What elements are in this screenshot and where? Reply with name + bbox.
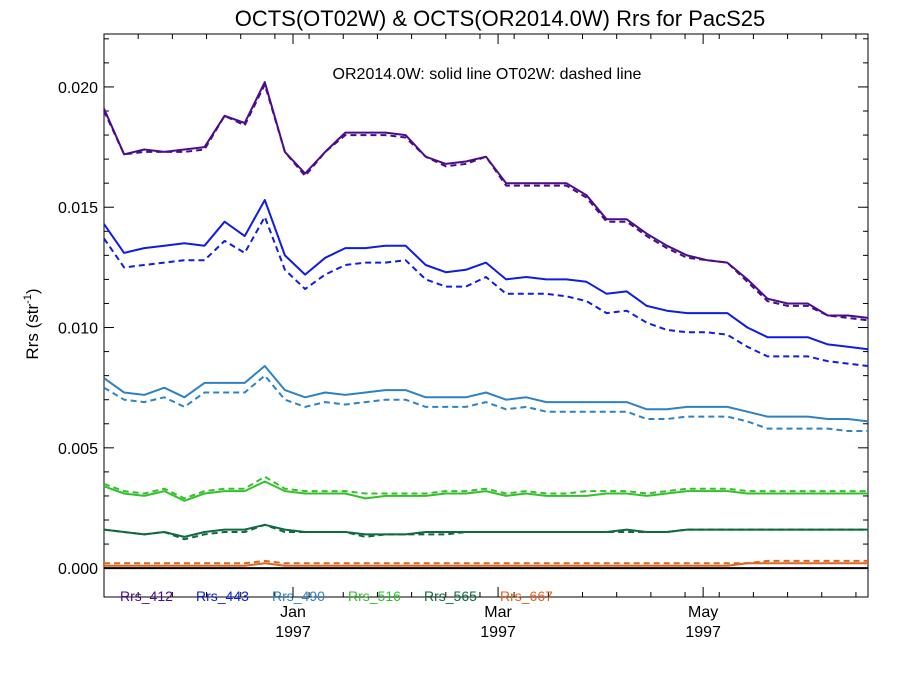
series-rrs-516-dashed-line	[103, 475, 868, 500]
legend-item-rrs-412: Rrs_412	[120, 588, 173, 604]
legend: Rrs_412 Rrs_443 Rrs_490 Rrs_516 Rrs_565 Rrs_6…	[120, 588, 553, 604]
x-tick-label-month: Jan	[280, 604, 306, 621]
legend-item-rrs-443: Rrs_443	[196, 588, 249, 604]
legend-item-rrs-516: Rrs_516	[348, 588, 401, 604]
plot-frame	[103, 33, 869, 598]
y-axis-label: Rrs (str-1)	[22, 288, 42, 359]
y-tick-label: 0.000	[58, 561, 98, 578]
line-style-annotation: OR2014.0W: solid line OT02W: dashed line	[333, 66, 642, 83]
chart-title: OCTS(OT02W) & OCTS(OR2014.0W) Rrs for Pa…	[235, 6, 766, 31]
series-rrs-565-solid-line	[103, 523, 868, 538]
y-axis-label-main: Rrs (str	[23, 304, 42, 360]
series-rrs-443-dashed-line	[103, 215, 869, 367]
legend-item-rrs-490: Rrs_490	[272, 588, 325, 604]
series-layer	[103, 81, 869, 567]
legend-item-rrs-565: Rrs_565	[424, 588, 477, 604]
x-tick-label-month: May	[688, 604, 718, 621]
series-rrs-490-dashed-line	[103, 374, 868, 432]
x-tick-label-year: 1997	[685, 624, 721, 641]
series-rrs-516-solid-line	[103, 480, 868, 502]
y-tick-label: 0.015	[58, 200, 98, 217]
series-rrs-667-solid-line	[104, 562, 868, 567]
y-axis-label-close: )	[23, 288, 42, 294]
y-tick-label: 0.020	[58, 80, 98, 97]
legend-item-rrs-667: Rrs_667	[500, 588, 553, 604]
axes: 0.000 0.005 0.010 0.015 0.020 Jan 1997 Mar 1997 M…	[58, 33, 869, 641]
y-tick-label: 0.005	[58, 441, 98, 458]
x-tick-label-month: Mar	[484, 604, 512, 621]
x-tick-label-year: 1997	[275, 624, 311, 641]
series-rrs-412-solid-line	[103, 81, 869, 319]
x-tick-label-year: 1997	[480, 624, 516, 641]
y-axis-label-superscript: -1	[22, 294, 34, 304]
y-tick-label: 0.010	[58, 321, 98, 338]
series-rrs-667-dashed-line	[104, 559, 868, 565]
series-rrs-490-solid-line	[103, 365, 869, 423]
series-rrs-443-solid-line	[103, 199, 869, 351]
